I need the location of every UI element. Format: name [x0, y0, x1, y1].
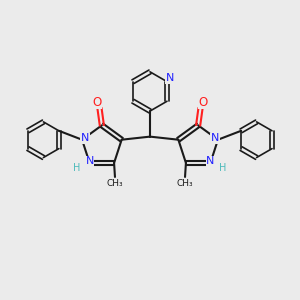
Text: H: H: [219, 163, 226, 173]
Text: N: N: [206, 157, 214, 166]
Text: N: N: [81, 133, 89, 143]
Text: H: H: [74, 163, 81, 173]
Text: CH₃: CH₃: [177, 179, 193, 188]
Text: N: N: [211, 133, 219, 143]
Text: CH₃: CH₃: [107, 179, 123, 188]
Text: O: O: [198, 96, 208, 109]
Text: N: N: [166, 73, 174, 83]
Text: N: N: [85, 157, 94, 166]
Text: O: O: [92, 96, 102, 109]
